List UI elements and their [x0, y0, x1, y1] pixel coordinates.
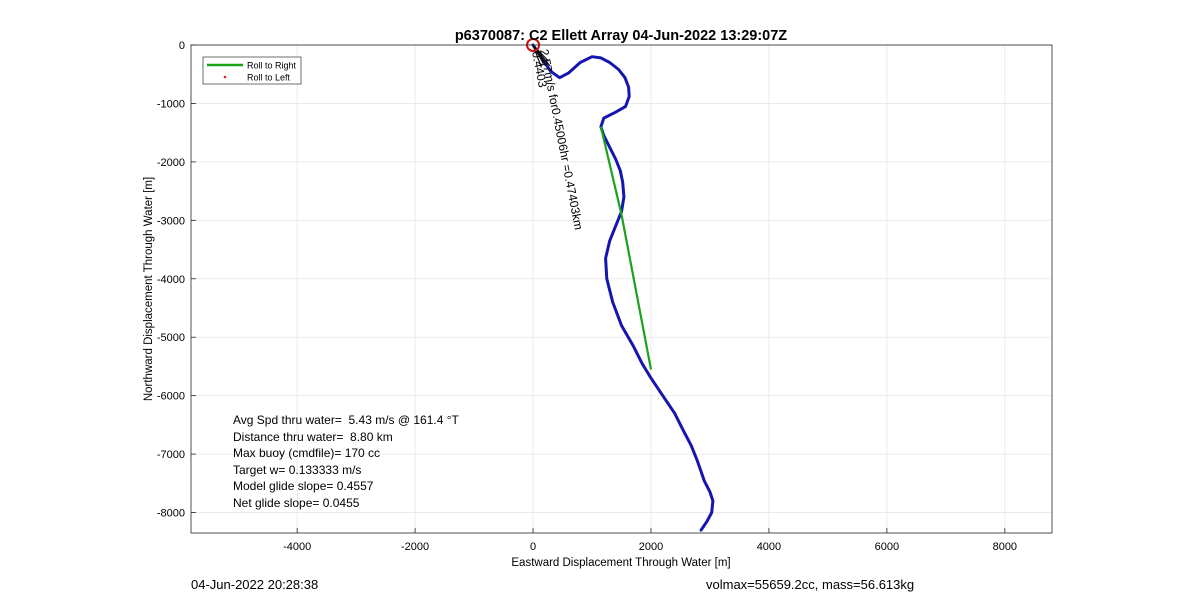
series-group: [526, 38, 715, 532]
y-tick-label: 0: [179, 40, 185, 52]
y-axis-label: Northward Displacement Through Water [m]: [143, 177, 155, 401]
series-line-track: [531, 43, 715, 532]
stat-net-glide-slope: Net glide slope= 0.0455: [233, 496, 360, 510]
x-tick-label: 4000: [757, 541, 781, 553]
start-vector: [532, 44, 551, 67]
x-tick-label: 2000: [639, 541, 663, 553]
stat-distance: Distance thru water= 8.80 km: [233, 430, 393, 444]
start-vector: [532, 44, 543, 68]
y-tick-label: -5000: [157, 332, 185, 344]
tick-labels: -4000 -2000 0 2000 4000 6000 8000 0 -1000 -2000 -3…: [157, 40, 1017, 553]
annotation-overlap: 0.4403: [529, 50, 550, 89]
x-tick-label: 8000: [993, 541, 1017, 553]
x-axis-label: Eastward Displacement Through Water [m]: [511, 557, 730, 569]
footer-timestamp: 04-Jun-2022 20:28:38: [191, 577, 319, 592]
y-tick-label: -2000: [157, 157, 185, 169]
y-tick-label: -7000: [157, 449, 185, 461]
x-tick-label: 0: [530, 541, 536, 553]
stat-target-w: Target w= 0.133333 m/s: [233, 463, 361, 477]
stat-model-glide-slope: Model glide slope= 0.4557: [233, 479, 374, 493]
footer-volmax-mass: volmax=55659.2cc, mass=56.613kg: [706, 577, 915, 592]
stat-avg-speed: Avg Spd thru water= 5.43 m/s @ 161.4 °T: [233, 413, 460, 427]
x-tick-label: -4000: [283, 541, 311, 553]
chart-title: p6370087: C2 Ellett Array 04-Jun-2022 13…: [455, 28, 787, 44]
plot-frame: [190, 44, 1053, 534]
legend: Roll to Right Roll to Left: [202, 56, 302, 85]
y-tick-label: -4000: [157, 274, 185, 286]
stats-block: Avg Spd thru water= 5.43 m/s @ 161.4 °T …: [233, 413, 460, 510]
legend-box: [202, 56, 302, 85]
plot-area: [191, 45, 1052, 533]
y-tick-label: -3000: [157, 215, 185, 227]
stat-max-buoy: Max buoy (cmdfile)= 170 cc: [233, 446, 380, 460]
y-tick-label: -6000: [157, 391, 185, 403]
legend-label-roll-right: Roll to Right: [247, 61, 297, 71]
x-tick-label: 6000: [875, 541, 899, 553]
y-tick-label: -1000: [157, 98, 185, 110]
series-line-roll-right: [599, 126, 653, 370]
legend-swatch-roll-left: [223, 75, 227, 79]
legend-label-roll-left: Roll to Left: [247, 73, 291, 83]
y-tick-label: -8000: [157, 508, 185, 520]
x-tick-label: -2000: [401, 541, 429, 553]
